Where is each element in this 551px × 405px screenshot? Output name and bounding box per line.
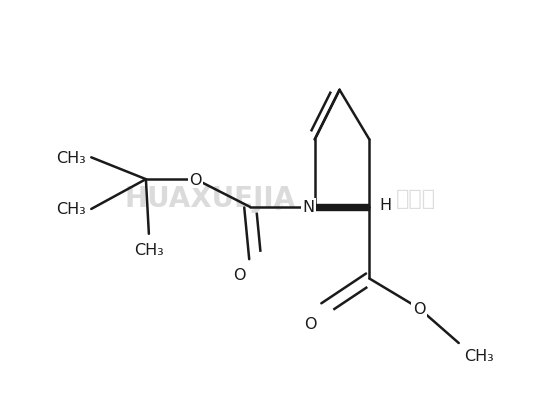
Text: CH₃: CH₃ — [57, 202, 87, 217]
Text: O: O — [304, 316, 317, 331]
Text: O: O — [413, 301, 425, 316]
Polygon shape — [315, 205, 369, 210]
Text: ®: ® — [273, 202, 284, 211]
Text: 化学加: 化学加 — [396, 188, 436, 209]
Text: HUAXUEJIA: HUAXUEJIA — [125, 185, 295, 213]
Text: O: O — [233, 267, 245, 282]
Text: N: N — [302, 200, 315, 215]
Text: CH₃: CH₃ — [134, 242, 164, 257]
Text: O: O — [190, 172, 202, 187]
Text: CH₃: CH₃ — [57, 150, 87, 165]
Text: CH₃: CH₃ — [464, 348, 494, 363]
Text: H: H — [379, 198, 391, 213]
